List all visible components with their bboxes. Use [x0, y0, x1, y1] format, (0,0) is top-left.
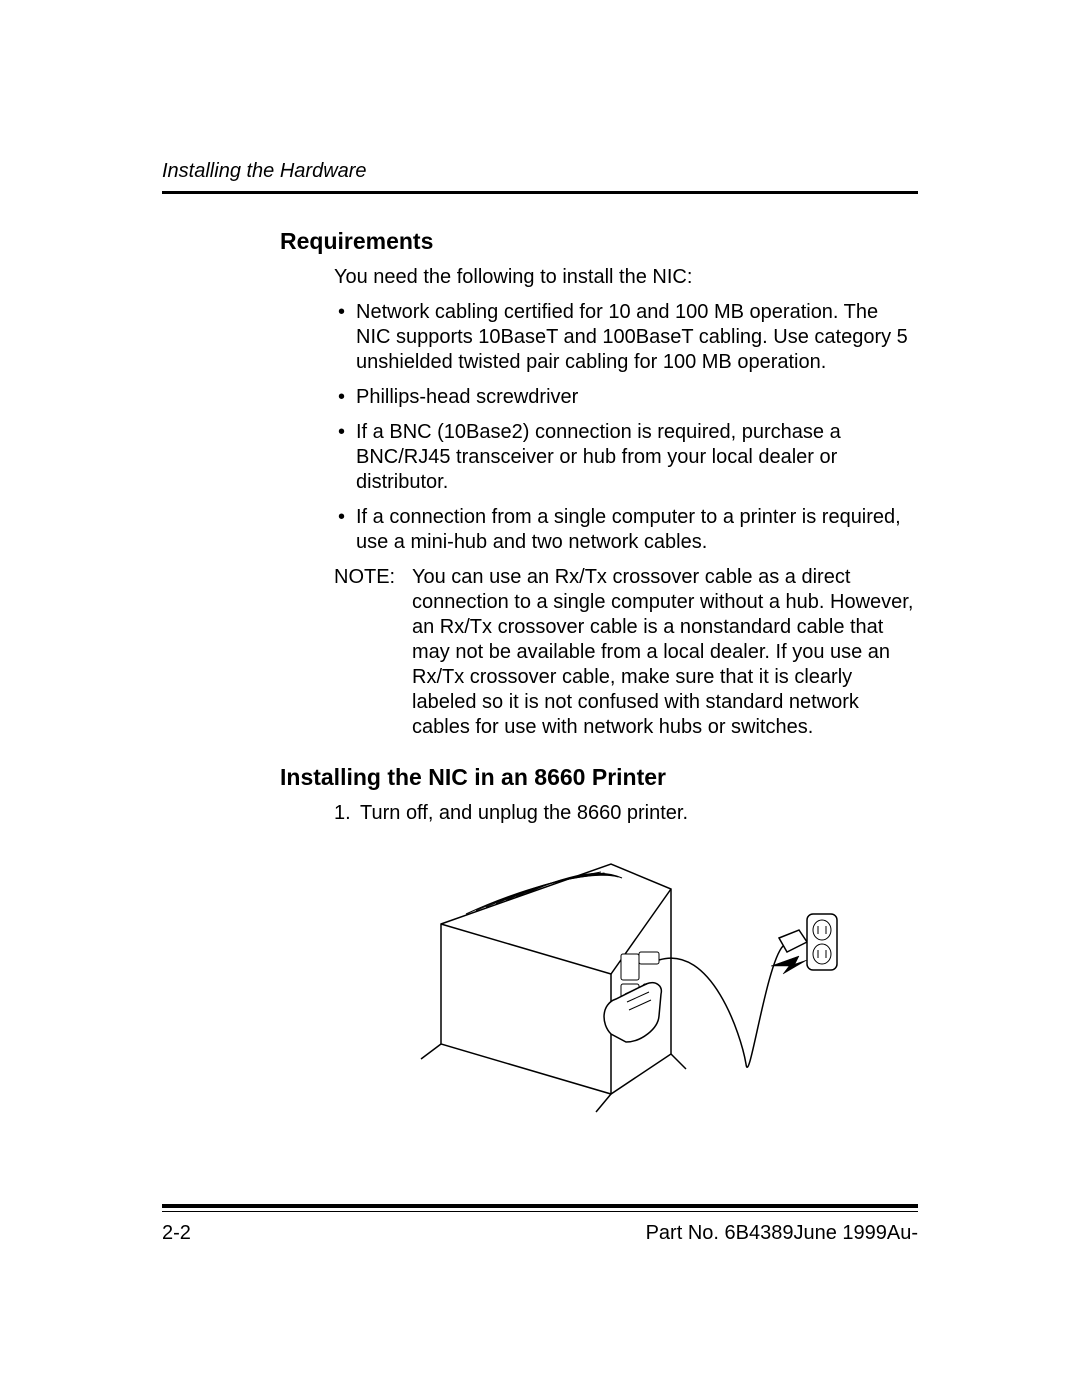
footer-line: 2-2 Part No. 6B4389June 1999Au- — [162, 1222, 918, 1245]
printer-unplug-illustration — [411, 834, 841, 1134]
list-item: 1. Turn off, and unplug the 8660 printer… — [334, 801, 918, 826]
page-footer: 2-2 Part No. 6B4389June 1999Au- — [162, 1204, 918, 1245]
document-page: Installing the Hardware Requirements You… — [0, 0, 1080, 1397]
note-block: NOTE: You can use an Rx/Tx crossover cab… — [334, 565, 918, 740]
figure-container — [334, 834, 918, 1134]
heading-requirements: Requirements — [280, 228, 918, 255]
header-rule — [162, 191, 918, 194]
install-body: 1. Turn off, and unplug the 8660 printer… — [334, 801, 918, 1134]
list-item: If a connection from a single computer t… — [334, 505, 918, 555]
footer-rule-bottom — [162, 1211, 918, 1212]
requirements-intro: You need the following to install the NI… — [334, 265, 918, 290]
note-text: You can use an Rx/Tx crossover cable as … — [412, 565, 918, 740]
running-head: Installing the Hardware — [162, 160, 918, 183]
step-number: 1. — [334, 801, 351, 826]
step-text: Turn off, and unplug the 8660 printer. — [360, 802, 688, 824]
footer-rule-top — [162, 1204, 918, 1208]
requirements-body: You need the following to install the NI… — [334, 265, 918, 740]
heading-install: Installing the NIC in an 8660 Printer — [280, 764, 918, 791]
part-number: Part No. 6B4389June 1999Au- — [646, 1222, 918, 1245]
list-item: Network cabling certified for 10 and 100… — [334, 300, 918, 375]
note-label: NOTE: — [334, 565, 412, 740]
list-item: Phillips-head screwdriver — [334, 385, 918, 410]
list-item: If a BNC (10Base2) connection is require… — [334, 420, 918, 495]
page-number: 2-2 — [162, 1222, 191, 1245]
requirements-list: Network cabling certified for 10 and 100… — [334, 300, 918, 555]
install-steps: 1. Turn off, and unplug the 8660 printer… — [334, 801, 918, 826]
